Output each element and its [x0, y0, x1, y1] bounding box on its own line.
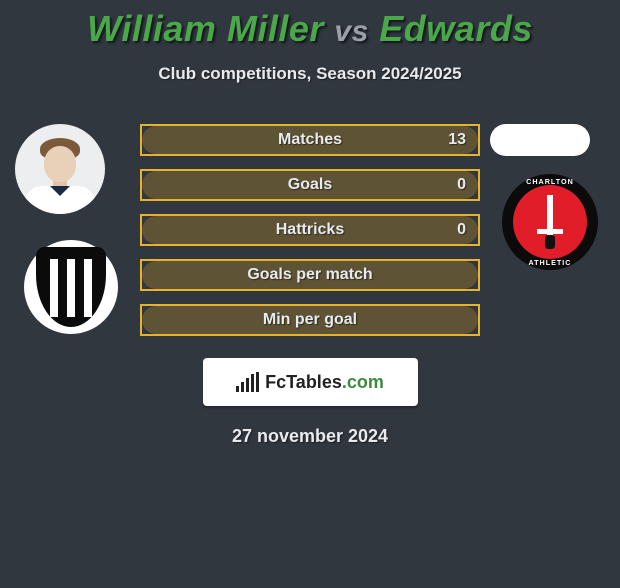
player2-club-badge: CHARLTON ATHLETIC — [502, 174, 598, 270]
stat-row: 0 Hattricks — [140, 214, 480, 246]
brand-name-b: .com — [342, 372, 384, 392]
player1-avatar — [15, 124, 105, 214]
stat-value-right: 0 — [457, 221, 466, 239]
date-text: 27 november 2024 — [0, 426, 620, 447]
title-vs: vs — [334, 15, 368, 48]
brand-name-a: FcTables — [265, 372, 342, 392]
stat-label: Hattricks — [276, 221, 344, 239]
stat-value-right: 13 — [448, 131, 466, 149]
stat-row: 13 Matches — [140, 124, 480, 156]
bar-chart-icon — [236, 372, 259, 392]
stats-list: 13 Matches 0 Goals 0 Hattricks Goals per match… — [140, 124, 480, 336]
club2-inner-icon — [513, 185, 587, 259]
stat-label: Min per goal — [263, 311, 357, 329]
club1-shield-icon — [36, 247, 106, 327]
stat-label: Matches — [278, 131, 342, 149]
stat-label: Goals per match — [247, 266, 372, 284]
club2-bottom-text: ATHLETIC — [502, 258, 598, 267]
page-title: William Miller vs Edwards — [0, 8, 620, 50]
stat-row: Min per goal — [140, 304, 480, 336]
stat-row: Goals per match — [140, 259, 480, 291]
stat-value-right: 0 — [457, 176, 466, 194]
brand-text: FcTables.com — [265, 372, 384, 393]
stat-label: Goals — [288, 176, 332, 194]
player2-avatar — [490, 124, 590, 156]
content-area: CHARLTON ATHLETIC 13 Matches 0 Goals 0 Hattri… — [0, 124, 620, 447]
subtitle: Club competitions, Season 2024/2025 — [0, 64, 620, 84]
sword-icon — [547, 195, 553, 249]
title-player2: Edwards — [379, 8, 533, 49]
brand-box: FcTables.com — [203, 358, 418, 406]
stat-row: 0 Goals — [140, 169, 480, 201]
title-player1: William Miller — [87, 8, 324, 49]
player1-club-badge — [24, 240, 118, 334]
avatar-head — [44, 146, 76, 182]
